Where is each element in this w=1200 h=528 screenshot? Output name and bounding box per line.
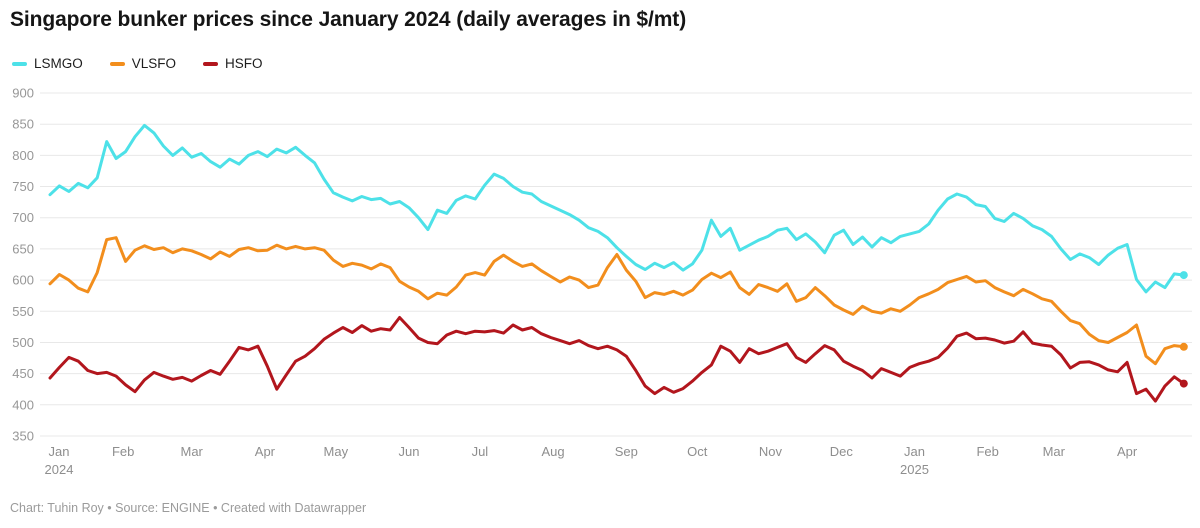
x-axis-label: Jan bbox=[904, 444, 925, 459]
x-axis-year-label: 2025 bbox=[900, 462, 929, 477]
legend-swatch-hsfo bbox=[203, 61, 219, 66]
y-axis-label: 500 bbox=[12, 335, 34, 350]
series-endpoint-hsfo bbox=[1179, 379, 1188, 388]
x-axis-label: Dec bbox=[830, 444, 854, 459]
y-axis-label: 850 bbox=[12, 117, 34, 132]
x-axis-label: Jan bbox=[49, 444, 70, 459]
series-line-lsmgo bbox=[48, 123, 1186, 294]
x-axis-label: Oct bbox=[687, 444, 708, 459]
x-axis-label: May bbox=[324, 444, 349, 459]
x-axis-label: Apr bbox=[255, 444, 276, 459]
series-endpoint-lsmgo bbox=[1179, 271, 1188, 280]
y-axis-label: 400 bbox=[12, 397, 34, 412]
x-axis-year-label: 2024 bbox=[45, 462, 74, 477]
y-axis-label: 350 bbox=[12, 429, 34, 444]
y-axis-label: 550 bbox=[12, 304, 34, 319]
x-axis-label: Mar bbox=[181, 444, 204, 459]
x-axis-label: Jun bbox=[399, 444, 420, 459]
legend-item-lsmgo: LSMGO bbox=[12, 56, 83, 71]
legend-label-vlsfo: VLSFO bbox=[131, 56, 177, 71]
y-axis-label: 600 bbox=[12, 273, 34, 288]
x-axis-label: Mar bbox=[1043, 444, 1066, 459]
legend-label-hsfo: HSFO bbox=[225, 56, 263, 71]
legend-swatch-vlsfo bbox=[109, 61, 125, 66]
y-axis-label: 450 bbox=[12, 366, 34, 381]
x-axis-label: Feb bbox=[976, 444, 998, 459]
series-line-hsfo bbox=[48, 316, 1186, 403]
legend-item-hsfo: HSFO bbox=[203, 56, 263, 71]
y-axis-label: 900 bbox=[12, 86, 34, 101]
x-axis-label: Nov bbox=[759, 444, 783, 459]
x-axis-label: Aug bbox=[542, 444, 565, 459]
legend-item-vlsfo: VLSFO bbox=[109, 56, 177, 71]
x-axis-label: Feb bbox=[112, 444, 134, 459]
y-axis-label: 750 bbox=[12, 179, 34, 194]
y-axis-label: 700 bbox=[12, 210, 34, 225]
chart-title: Singapore bunker prices since January 20… bbox=[10, 8, 687, 31]
x-axis-label: Jul bbox=[472, 444, 489, 459]
legend-swatch-lsmgo bbox=[12, 61, 27, 66]
chart-footer: Chart: Tuhin Roy • Source: ENGINE • Crea… bbox=[10, 501, 367, 515]
y-axis-label: 650 bbox=[12, 241, 34, 256]
series-line-vlsfo bbox=[48, 236, 1186, 366]
series-endpoint-vlsfo bbox=[1179, 342, 1188, 351]
y-axis-label: 800 bbox=[12, 148, 34, 163]
x-axis-label: Apr bbox=[1117, 444, 1138, 459]
legend: LSMGO VLSFO HSFO bbox=[12, 56, 263, 71]
legend-label-lsmgo: LSMGO bbox=[34, 56, 83, 71]
x-axis-label: Sep bbox=[615, 444, 638, 459]
